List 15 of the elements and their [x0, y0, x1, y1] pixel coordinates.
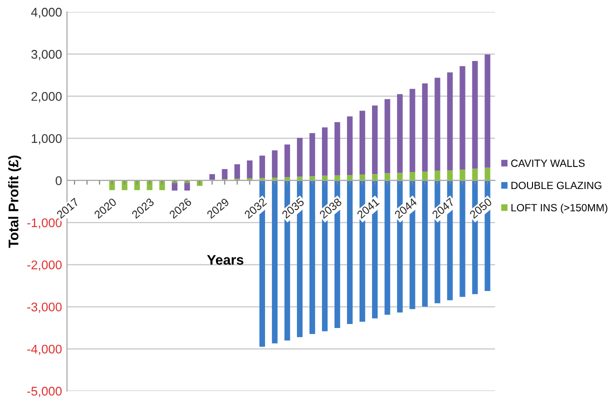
- y-tick-label: -4,000: [27, 344, 62, 356]
- y-axis-title: Total Profit (£): [8, 156, 22, 248]
- y-tick-label: 1,000: [32, 134, 62, 144]
- y-tick-label: 2,000: [31, 92, 62, 102]
- y-tick-label: -2,000: [27, 260, 62, 271]
- y-tick-label: -3,000: [27, 302, 62, 313]
- x-axis-title: Years: [207, 255, 244, 265]
- y-tick-label: 4,000: [31, 8, 62, 18]
- legend-label: DOUBLE GLAZING: [511, 182, 602, 190]
- legend-label: CAVITY WALLS: [511, 160, 585, 167]
- y-tick-label: 3,000: [31, 50, 62, 60]
- y-tick-label: 0: [56, 176, 62, 186]
- legend-label: LOFT INS (>150MM): [511, 204, 608, 214]
- y-tick-label: -5,000: [27, 386, 62, 398]
- y-tick-label: -1,000: [27, 218, 62, 229]
